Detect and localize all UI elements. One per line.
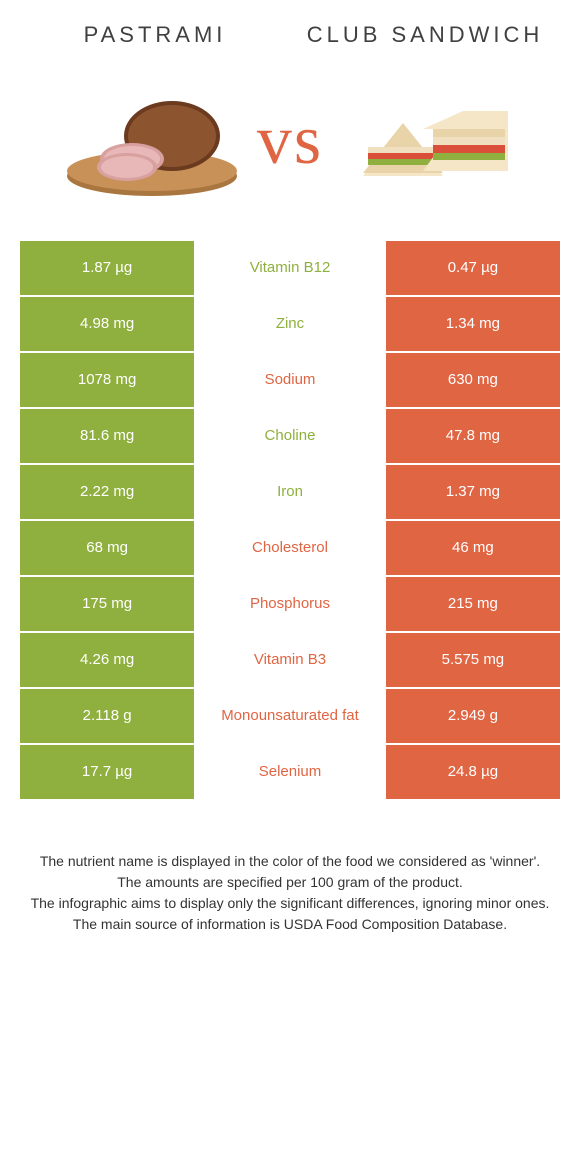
footer-line-4: The main source of information is USDA F… bbox=[30, 914, 550, 935]
nutrient-name: Monounsaturated fat bbox=[194, 689, 386, 743]
footer-line-3: The infographic aims to display only the… bbox=[30, 893, 550, 914]
right-value: 2.949 g bbox=[386, 689, 560, 743]
right-value: 630 mg bbox=[386, 353, 560, 407]
left-value: 68 mg bbox=[20, 521, 194, 575]
nutrient-name: Iron bbox=[194, 465, 386, 519]
left-value: 1.87 µg bbox=[20, 241, 194, 295]
table-row: 81.6 mgCholine47.8 mg bbox=[20, 409, 560, 463]
table-row: 2.22 mgIron1.37 mg bbox=[20, 465, 560, 519]
left-value: 175 mg bbox=[20, 577, 194, 631]
table-row: 175 mgPhosphorus215 mg bbox=[20, 577, 560, 631]
footer-line-2: The amounts are specified per 100 gram o… bbox=[30, 872, 550, 893]
right-value: 1.34 mg bbox=[386, 297, 560, 351]
nutrient-table: 1.87 µgVitamin B120.47 µg4.98 mgZinc1.34… bbox=[0, 241, 580, 799]
nutrient-name: Zinc bbox=[194, 297, 386, 351]
header-left: Pastrami bbox=[20, 20, 290, 51]
right-value: 24.8 µg bbox=[386, 745, 560, 799]
left-value: 17.7 µg bbox=[20, 745, 194, 799]
nutrient-name: Cholesterol bbox=[194, 521, 386, 575]
left-value: 2.22 mg bbox=[20, 465, 194, 519]
left-value: 4.26 mg bbox=[20, 633, 194, 687]
table-row: 1.87 µgVitamin B120.47 µg bbox=[20, 241, 560, 295]
vs-label: vs bbox=[257, 101, 323, 181]
header-right: Club Sandwich bbox=[290, 20, 560, 51]
left-value: 81.6 mg bbox=[20, 409, 194, 463]
footer-notes: The nutrient name is displayed in the co… bbox=[0, 801, 580, 935]
nutrient-name: Vitamin B3 bbox=[194, 633, 386, 687]
table-row: 68 mgCholesterol46 mg bbox=[20, 521, 560, 575]
right-value: 47.8 mg bbox=[386, 409, 560, 463]
table-row: 4.98 mgZinc1.34 mg bbox=[20, 297, 560, 351]
right-value: 5.575 mg bbox=[386, 633, 560, 687]
table-row: 2.118 gMonounsaturated fat2.949 g bbox=[20, 689, 560, 743]
right-value: 0.47 µg bbox=[386, 241, 560, 295]
footer-line-1: The nutrient name is displayed in the co… bbox=[30, 851, 550, 872]
nutrient-name: Selenium bbox=[194, 745, 386, 799]
nutrient-name: Sodium bbox=[194, 353, 386, 407]
table-row: 17.7 µgSelenium24.8 µg bbox=[20, 745, 560, 799]
header-row: Pastrami Club Sandwich bbox=[0, 0, 580, 51]
right-value: 1.37 mg bbox=[386, 465, 560, 519]
right-value: 46 mg bbox=[386, 521, 560, 575]
left-value: 1078 mg bbox=[20, 353, 194, 407]
pastrami-image bbox=[57, 81, 247, 201]
table-row: 4.26 mgVitamin B35.575 mg bbox=[20, 633, 560, 687]
image-row: vs bbox=[0, 51, 580, 241]
right-value: 215 mg bbox=[386, 577, 560, 631]
nutrient-name: Vitamin B12 bbox=[194, 241, 386, 295]
club-sandwich-image bbox=[333, 81, 523, 201]
nutrient-name: Choline bbox=[194, 409, 386, 463]
table-row: 1078 mgSodium630 mg bbox=[20, 353, 560, 407]
nutrient-name: Phosphorus bbox=[194, 577, 386, 631]
left-value: 2.118 g bbox=[20, 689, 194, 743]
left-value: 4.98 mg bbox=[20, 297, 194, 351]
